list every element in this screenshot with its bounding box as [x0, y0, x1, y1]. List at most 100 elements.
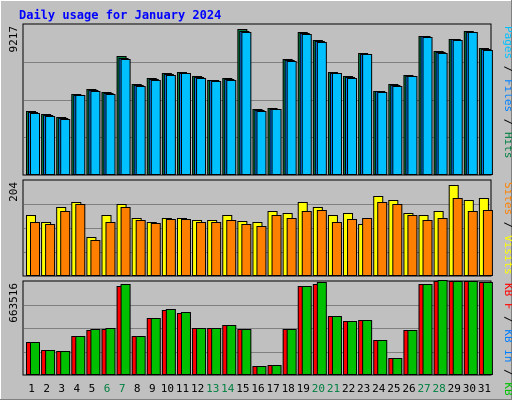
x-tick-label: 26: [402, 382, 415, 395]
bar-kb-out-day-17: [271, 365, 282, 375]
x-tick-label: 11: [176, 382, 189, 395]
bar-sites-day-25: [392, 204, 403, 276]
x-tick-label: 18: [282, 382, 295, 395]
bar-pages-day-14: [226, 80, 237, 175]
bar-sites-day-18: [286, 218, 297, 276]
bar-pages-day-9: [150, 80, 161, 175]
x-tick-label: 6: [104, 382, 111, 395]
bar-kb-out-day-7: [120, 284, 131, 375]
bar-kb-out-day-26: [407, 330, 418, 375]
bar-pages-day-26: [407, 76, 418, 175]
bar-kb-out-day-12: [196, 328, 207, 375]
bar-pages-day-30: [467, 32, 478, 175]
bar-sites-day-15: [241, 224, 252, 276]
bar-pages-day-6: [105, 94, 116, 175]
bar-pages-day-23: [362, 54, 373, 175]
bar-pages-day-17: [271, 109, 282, 175]
bar-kb-out-day-6: [105, 328, 116, 375]
legend-entry: Visits: [502, 235, 512, 275]
bar-kb-out-day-21: [331, 316, 342, 375]
bar-kb-out-day-14: [226, 325, 237, 375]
bar-kb-out-day-15: [241, 329, 252, 375]
bar-sites-day-16: [256, 226, 267, 276]
bar-pages-day-28: [437, 53, 448, 175]
bar-sites-day-24: [377, 202, 388, 276]
legend-entry: /: [502, 215, 512, 235]
bar-kb-out-day-11: [180, 312, 191, 375]
x-tick-label: 9: [149, 382, 156, 395]
bar-sites-day-13: [211, 222, 222, 276]
x-tick-label: 27: [417, 382, 430, 395]
bar-sites-day-6: [105, 222, 116, 276]
bar-sites-day-22: [347, 219, 358, 276]
x-tick-label: 10: [161, 382, 174, 395]
bar-kb-out-day-18: [286, 329, 297, 375]
x-tick-label: 23: [357, 382, 370, 395]
bar-kb-out-day-25: [392, 358, 403, 375]
x-tick-label: 16: [251, 382, 264, 395]
bar-sites-day-30: [467, 211, 478, 276]
chart-title: Daily usage for January 2024: [19, 8, 221, 22]
bar-pages-day-10: [165, 75, 176, 175]
bar-pages-day-25: [392, 86, 403, 175]
bar-sites-day-28: [437, 218, 448, 276]
x-tick-label: 15: [236, 382, 249, 395]
bar-sites-day-11: [180, 219, 191, 276]
bar-sites-day-8: [135, 220, 146, 276]
bar-pages-day-31: [482, 50, 493, 175]
x-tick-label: 24: [372, 382, 386, 395]
bar-sites-day-5: [90, 240, 101, 276]
x-tick-label: 21: [327, 382, 340, 395]
bar-pages-day-4: [75, 95, 86, 175]
panel-traffic-legend: KB F / KB In / KB Out: [502, 283, 512, 400]
bar-kb-out-day-5: [90, 329, 101, 375]
bar-pages-day-22: [347, 78, 358, 175]
panel-requests-legend: Pages / Files / Hits: [502, 26, 512, 159]
bar-pages-day-8: [135, 86, 146, 175]
panel-traffic-max-label: 663516: [7, 283, 20, 323]
bar-pages-day-12: [196, 78, 207, 175]
bar-pages-day-27: [422, 37, 433, 175]
bar-sites-day-1: [30, 222, 40, 276]
x-tick-label: 2: [43, 382, 50, 395]
bar-sites-day-27: [422, 220, 433, 276]
bar-sites-day-21: [331, 222, 342, 276]
x-tick-label: 4: [74, 382, 81, 395]
x-axis-labels: 1 2 3 4 5 6 7 8 9 10 11 12 13 14 15 16 17 18 19 20 21 22 23 24 2…: [28, 382, 491, 395]
bar-sites-day-23: [362, 218, 373, 276]
panel-requests-max-label: 9217: [7, 26, 20, 53]
bar-sites-day-10: [165, 219, 176, 276]
bar-pages-day-24: [377, 92, 388, 175]
bar-kb-out-day-9: [150, 318, 161, 375]
bar-kb-out-day-24: [377, 340, 388, 375]
bar-sites-day-14: [226, 220, 237, 276]
bar-kb-out-day-20: [316, 282, 327, 375]
bar-pages-day-2: [45, 116, 56, 175]
bar-pages-day-16: [256, 111, 267, 175]
bar-pages-day-18: [286, 61, 297, 175]
bar-kb-out-day-4: [75, 336, 86, 375]
panel-traffic: 663516 KB F / KB In / KB Out: [7, 280, 512, 405]
bar-pages-day-3: [60, 119, 71, 175]
x-tick-label: 19: [297, 382, 310, 395]
bar-pages-day-15: [241, 32, 252, 175]
panel-visitors: 204 Sites / Visits: [7, 179, 512, 277]
x-tick-label: 28: [433, 382, 446, 395]
x-tick-label: 1: [28, 382, 35, 395]
x-tick-label: 7: [119, 382, 126, 395]
x-tick-label: 8: [134, 382, 141, 395]
legend-entry: /: [502, 112, 512, 132]
bar-kb-out-day-30: [467, 281, 478, 375]
x-tick-label: 17: [266, 382, 279, 395]
bar-kb-out-day-13: [211, 328, 222, 375]
x-tick-label: 31: [478, 382, 491, 395]
bar-kb-out-day-1: [30, 342, 40, 375]
x-tick-label: 30: [463, 382, 476, 395]
x-tick-label: 20: [312, 382, 325, 395]
legend-entry: Files: [502, 79, 512, 112]
x-tick-label: 14: [221, 382, 235, 395]
bar-kb-out-day-16: [256, 366, 267, 375]
bar-kb-out-day-19: [301, 286, 312, 375]
